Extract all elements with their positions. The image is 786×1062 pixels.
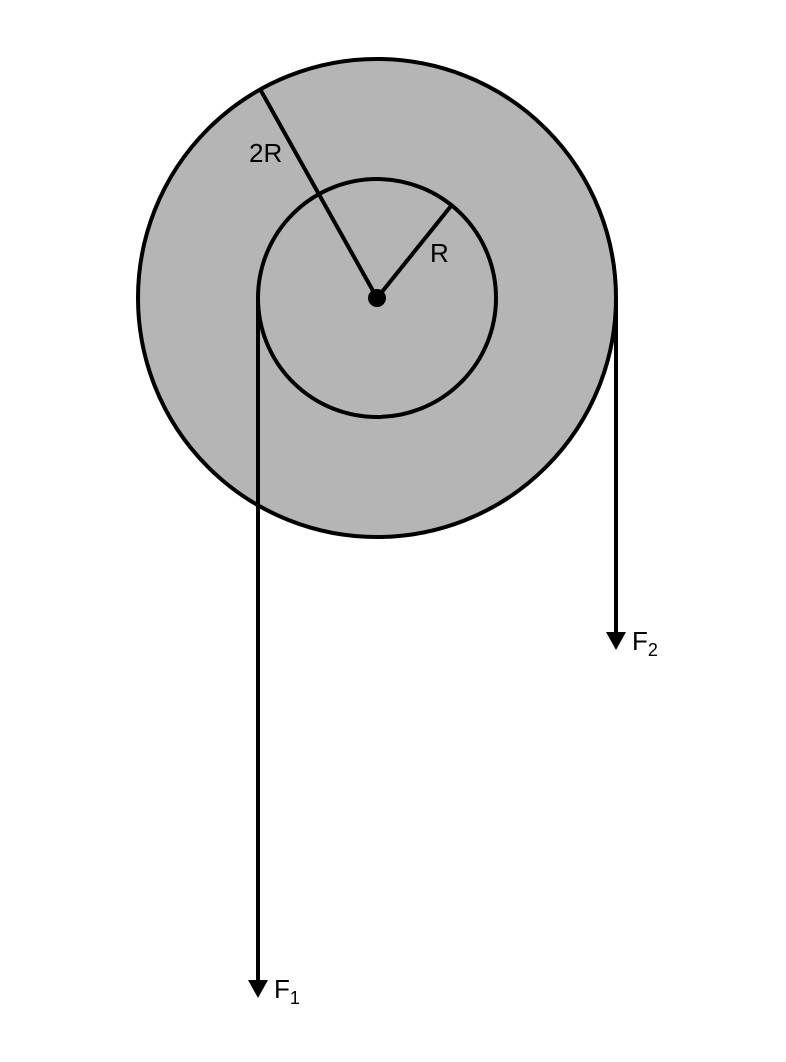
outer-radius-line	[258, 88, 379, 299]
axle-dot	[368, 289, 386, 307]
arrowhead-f2	[606, 632, 626, 650]
force1-letter: F	[274, 974, 290, 1004]
inner-radius-label: R	[430, 238, 449, 268]
inner-radius-line	[375, 204, 453, 300]
arrowhead-f1	[248, 980, 268, 998]
force2-letter: F	[632, 626, 648, 656]
force1-label: F1	[274, 974, 300, 1008]
force1-subscript: 1	[290, 988, 300, 1008]
force2-subscript: 2	[648, 640, 658, 660]
force2-label: F2	[632, 626, 658, 660]
outer-radius-label: 2R	[249, 138, 282, 168]
